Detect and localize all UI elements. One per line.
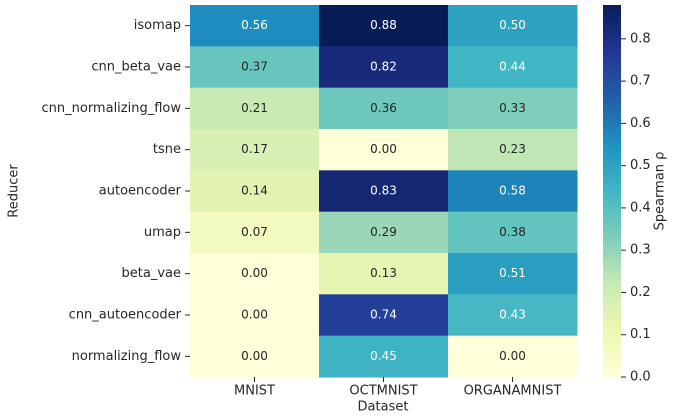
- cell: [448, 46, 578, 89]
- cell-label: 0.58: [499, 184, 526, 198]
- cell: [319, 170, 449, 213]
- colorbar-tick-label: 0.2: [630, 285, 651, 300]
- y-tick-label: cnn_beta_vae: [91, 60, 181, 75]
- cell-label: 0.17: [241, 142, 268, 156]
- colorbar: [603, 5, 621, 377]
- cell: [448, 294, 578, 337]
- cell-label: 0.00: [499, 349, 526, 363]
- cell: [448, 129, 578, 171]
- cell-label: 0.38: [499, 225, 526, 239]
- cell-label: 0.00: [241, 349, 268, 363]
- cell: [448, 87, 578, 130]
- cell: [319, 294, 449, 337]
- cell: [190, 129, 320, 171]
- colorbar-tick-label: 0.6: [630, 116, 651, 131]
- cell: [190, 253, 320, 295]
- x-axis-label: Dataset: [358, 400, 409, 415]
- y-tick-label: normalizing_flow: [72, 349, 182, 364]
- cell-label: 0.33: [499, 101, 526, 115]
- x-tick-label: OCTMNIST: [349, 384, 417, 399]
- cell: [190, 46, 320, 89]
- cell: [448, 253, 578, 295]
- cell-label: 0.74: [370, 308, 397, 322]
- cell-label: 0.23: [499, 142, 526, 156]
- y-tick-label: autoencoder: [99, 184, 182, 199]
- cell-label: 0.51: [499, 266, 526, 280]
- colorbar-tick-label: 0.1: [630, 327, 651, 342]
- cell: [448, 5, 578, 47]
- colorbar-tick-label: 0.5: [630, 158, 651, 173]
- x-tick-label: MNIST: [234, 384, 275, 399]
- cell-label: 0.00: [241, 308, 268, 322]
- cell: [319, 211, 449, 254]
- cell-label: 0.37: [241, 60, 268, 74]
- y-tick-label: beta_vae: [122, 266, 181, 281]
- cell: [319, 46, 449, 89]
- y-tick-label: cnn_autoencoder: [69, 308, 182, 323]
- cell-label: 0.83: [370, 184, 397, 198]
- cell: [448, 170, 578, 213]
- x-tick-label: ORGANAMNIST: [464, 384, 562, 399]
- cell-label: 0.82: [370, 60, 397, 74]
- y-tick-label: tsne: [153, 142, 181, 157]
- cell-label: 0.43: [499, 308, 526, 322]
- cell: [190, 294, 320, 337]
- cell-label: 0.50: [499, 18, 526, 32]
- cell-label: 0.56: [241, 18, 268, 32]
- cell-label: 0.07: [241, 225, 268, 239]
- cell: [319, 253, 449, 295]
- cell: [319, 87, 449, 130]
- cell-label: 0.29: [370, 225, 397, 239]
- cell-label: 0.00: [370, 142, 397, 156]
- cell: [319, 129, 449, 171]
- y-tick-label: umap: [144, 225, 181, 240]
- cell-label: 0.00: [241, 266, 268, 280]
- cell-label: 0.36: [370, 101, 397, 115]
- cell: [319, 335, 449, 378]
- cell: [448, 335, 578, 378]
- colorbar-label: Spearman ρ: [653, 152, 668, 231]
- cell: [190, 170, 320, 213]
- cell: [319, 5, 449, 47]
- cell-label: 0.44: [499, 60, 526, 74]
- cell: [190, 87, 320, 130]
- cell: [190, 5, 320, 47]
- cell: [448, 211, 578, 254]
- colorbar-tick-label: 0.7: [630, 74, 651, 89]
- colorbar-tick-label: 0.0: [630, 370, 651, 385]
- cell-label: 0.14: [241, 184, 268, 198]
- cell-label: 0.88: [370, 18, 397, 32]
- colorbar-tick-label: 0.4: [630, 200, 651, 215]
- y-axis-label: Reducer: [7, 164, 22, 218]
- y-tick-label: isomap: [134, 18, 181, 33]
- colorbar-tick-label: 0.3: [630, 243, 651, 258]
- cell-label: 0.13: [370, 266, 397, 280]
- cell-label: 0.45: [370, 349, 397, 363]
- colorbar-tick-label: 0.8: [630, 31, 651, 46]
- cell: [190, 211, 320, 254]
- cell: [190, 335, 320, 378]
- cell-label: 0.21: [241, 101, 268, 115]
- y-tick-label: cnn_normalizing_flow: [42, 101, 182, 116]
